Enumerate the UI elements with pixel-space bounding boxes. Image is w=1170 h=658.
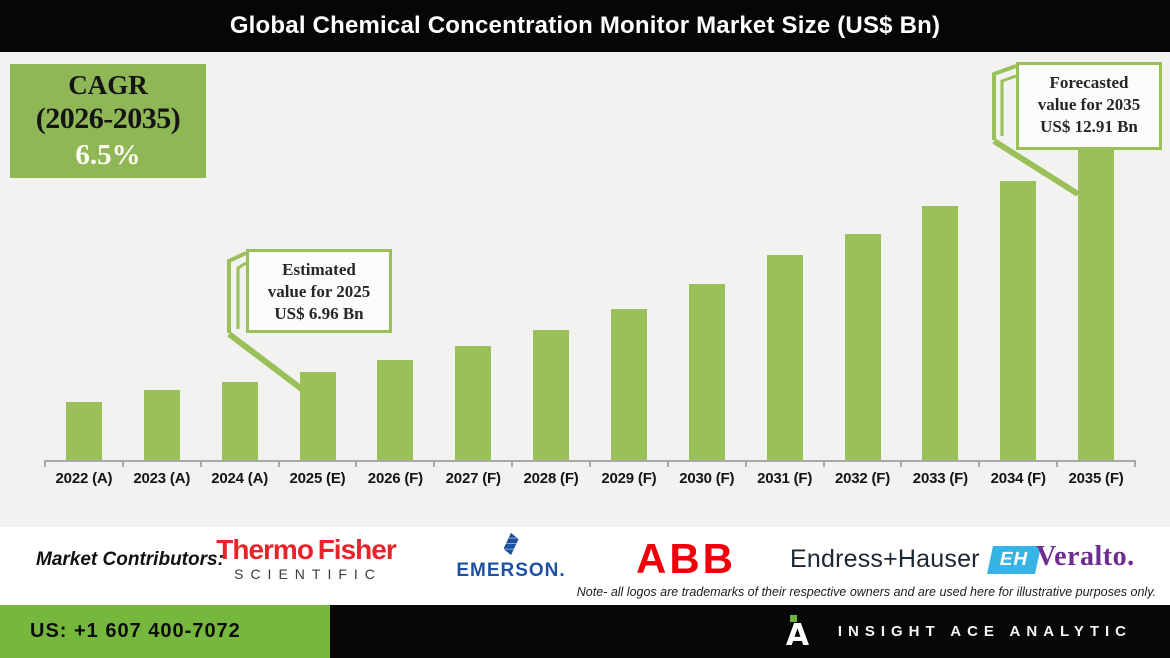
bar-2027 (F) [455, 346, 492, 460]
bar-2031 (F) [766, 255, 803, 460]
x-axis-tick [277, 462, 280, 467]
bar-2033 (F) [922, 206, 959, 460]
title-bar: Global Chemical Concentration Monitor Ma… [0, 0, 1170, 52]
endress-hauser-logo: Endress+Hauser EH [790, 545, 1041, 574]
endress-hauser-eh-badge-icon: EH [986, 545, 1041, 574]
forecasted-callout-line2: value for 2035 [1037, 95, 1141, 114]
bar-2034 (F) [1000, 181, 1037, 460]
logo-green-square [789, 614, 797, 622]
veralto-logo: Veralto. [1036, 541, 1135, 572]
x-axis-label: 2033 (F) [912, 470, 968, 487]
phone-box: US: +1 607 400-7072 [0, 605, 330, 658]
brand-block: A INSIGHT ACE ANALYTIC [786, 605, 1132, 658]
contributors-label: Market Contributors: [36, 549, 224, 570]
insight-ace-logo-icon: A [785, 612, 812, 653]
cagr-label: CAGR [68, 70, 148, 100]
x-axis-label: 2030 (F) [679, 470, 735, 487]
x-axis-label: 2022 (A) [55, 470, 113, 487]
forecasted-value-callout: Forecasted value for 2035 US$ 12.91 Bn [1016, 62, 1162, 150]
eh-badge-text: EH [997, 548, 1031, 570]
bar-2023 (A) [143, 390, 180, 460]
thermo-fisher-wordmark: Thermo Fisher [216, 534, 396, 565]
emerson-logo: EMERSON. [456, 533, 566, 582]
logo-a-glyph: A [785, 617, 810, 653]
x-axis-label: 2031 (F) [757, 470, 813, 487]
x-axis-label: 2026 (F) [367, 470, 423, 487]
forecasted-callout-value: US$ 12.91 Bn [1040, 117, 1138, 136]
x-axis-tick [978, 462, 981, 467]
bar-2024 (A) [221, 382, 258, 460]
x-axis-tick [1134, 462, 1136, 467]
endress-hauser-wordmark: Endress+Hauser [790, 545, 980, 573]
x-axis-line [44, 460, 1136, 462]
x-axis-tick [199, 462, 202, 467]
footer-bar: US: +1 607 400-7072 A INSIGHT ACE ANALYT… [0, 605, 1170, 658]
x-axis-label: 2023 (A) [133, 470, 191, 487]
thermo-fisher-logo: Thermo Fisher SCIENTIFIC [216, 535, 396, 583]
phone-number: US: +1 607 400-7072 [30, 620, 241, 642]
x-axis-tick [900, 462, 903, 467]
x-axis-label: 2034 (F) [990, 470, 1046, 487]
forecasted-callout-line1: Forecasted [1049, 73, 1129, 92]
cagr-value: 6.5% [75, 139, 141, 171]
brand-name: INSIGHT ACE ANALYTIC [837, 623, 1132, 640]
trademark-disclaimer: Note- all logos are trademarks of their … [576, 585, 1156, 599]
abb-logo: ABB [636, 535, 736, 582]
thermo-fisher-scientific-text: SCIENTIFIC [234, 566, 382, 582]
estimated-callout-line2: value for 2025 [267, 282, 371, 301]
bar-2035 (F) [1078, 147, 1115, 460]
x-axis-tick [511, 462, 514, 467]
x-axis-tick [1056, 462, 1059, 467]
bar-2032 (F) [844, 234, 881, 460]
emerson-wordmark: EMERSON. [456, 560, 566, 581]
estimated-callout-line1: Estimated [282, 260, 356, 279]
x-axis-tick [744, 462, 747, 467]
bar-2030 (F) [688, 284, 725, 460]
x-axis-label: 2029 (F) [601, 470, 657, 487]
x-axis-tick [822, 462, 825, 467]
x-axis-label: 2025 (E) [289, 470, 346, 487]
bar-2026 (F) [377, 360, 414, 460]
emerson-diamond-icon [503, 533, 519, 555]
x-axis-tick [433, 462, 436, 467]
bar-2025 (E) [299, 372, 336, 460]
chart-area: CAGR (2026-2035) 6.5% Estimated value fo… [0, 52, 1170, 527]
x-axis-label: 2035 (F) [1068, 470, 1124, 487]
cagr-period: (2026-2035) [35, 102, 181, 135]
bar-2029 (F) [610, 309, 647, 460]
x-axis-label: 2024 (A) [211, 470, 268, 487]
x-axis-tick [355, 462, 358, 467]
cagr-badge: CAGR (2026-2035) 6.5% [10, 64, 206, 178]
x-axis-tick [589, 462, 591, 467]
x-axis-label: 2028 (F) [523, 470, 579, 487]
bar-2028 (F) [533, 330, 570, 460]
estimated-value-callout: Estimated value for 2025 US$ 6.96 Bn [246, 249, 392, 333]
x-axis-tick [666, 462, 669, 467]
contributors-band: Market Contributors: Thermo Fisher SCIEN… [0, 527, 1170, 605]
x-axis-tick [121, 462, 124, 467]
x-axis-label: 2027 (F) [445, 470, 501, 487]
x-axis-tick [44, 462, 46, 467]
x-axis-label: 2032 (F) [834, 470, 891, 487]
estimated-callout-value: US$ 6.96 Bn [274, 304, 364, 323]
bar-2022 (A) [65, 402, 102, 460]
page-title: Global Chemical Concentration Monitor Ma… [229, 12, 941, 39]
